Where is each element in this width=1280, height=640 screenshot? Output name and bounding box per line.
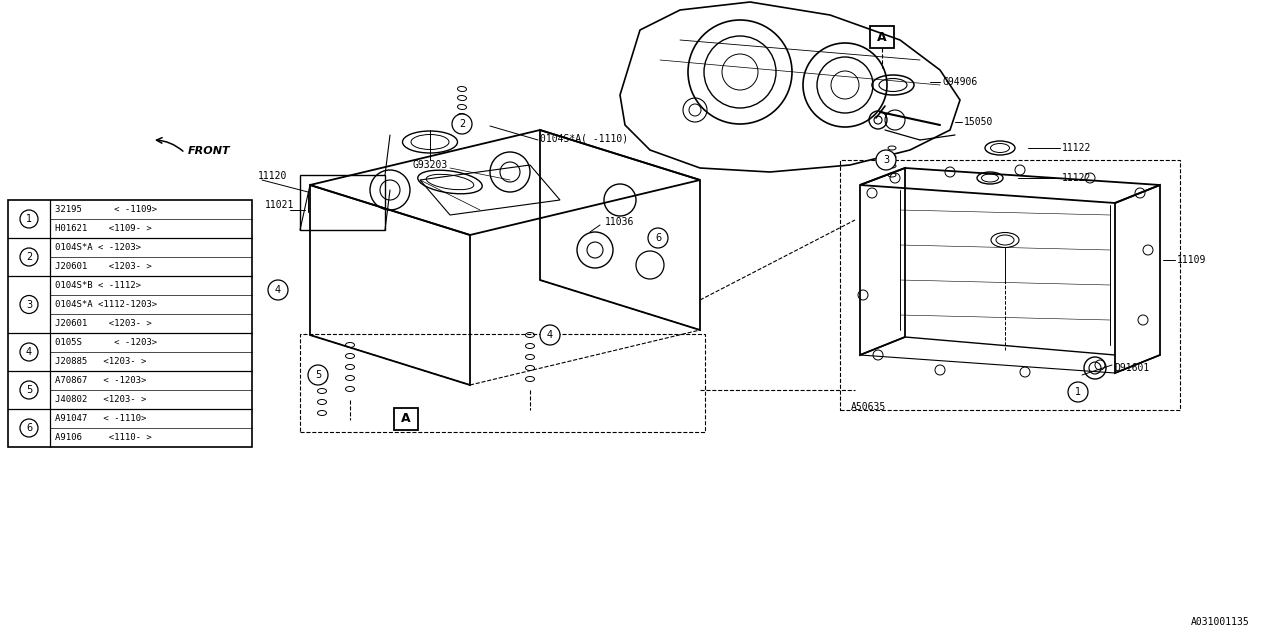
Text: 4: 4 (26, 347, 32, 357)
Text: 4: 4 (275, 285, 282, 295)
Text: H01621    <1109- >: H01621 <1109- > (55, 224, 152, 233)
Text: A031001135: A031001135 (1192, 617, 1251, 627)
Circle shape (20, 210, 38, 228)
Bar (300, 175, 385, 230)
Text: 6: 6 (655, 233, 660, 243)
Circle shape (20, 296, 38, 314)
Text: G94906: G94906 (942, 77, 977, 87)
Bar (840, 160, 1180, 410)
Text: 1: 1 (26, 214, 32, 224)
Circle shape (20, 381, 38, 399)
Circle shape (540, 325, 561, 345)
Text: A9106     <1110- >: A9106 <1110- > (55, 433, 152, 442)
Circle shape (268, 280, 288, 300)
Text: 6: 6 (26, 423, 32, 433)
Text: J40802   <1203- >: J40802 <1203- > (55, 395, 146, 404)
Text: 4: 4 (547, 330, 553, 340)
Text: 0104S*B < -1112>: 0104S*B < -1112> (55, 281, 141, 290)
Circle shape (1068, 382, 1088, 402)
Text: A70867   < -1203>: A70867 < -1203> (55, 376, 146, 385)
Bar (394, 408, 419, 430)
Text: 32195      < -1109>: 32195 < -1109> (55, 205, 157, 214)
Text: A: A (401, 413, 411, 426)
Text: 0105S      < -1203>: 0105S < -1203> (55, 338, 157, 347)
Text: A50635: A50635 (850, 402, 886, 412)
Text: 3: 3 (26, 300, 32, 310)
Text: 11122: 11122 (1062, 143, 1092, 153)
Circle shape (452, 114, 472, 134)
Text: 11109: 11109 (1178, 255, 1206, 265)
Text: 11120: 11120 (259, 171, 288, 181)
Text: 11036: 11036 (605, 217, 635, 227)
Circle shape (648, 228, 668, 248)
Text: A: A (877, 31, 887, 44)
Text: FRONT: FRONT (188, 146, 230, 156)
Text: 0104S*A < -1203>: 0104S*A < -1203> (55, 243, 141, 252)
Bar (870, 26, 893, 48)
Text: 11122: 11122 (1062, 173, 1092, 183)
Text: 5: 5 (26, 385, 32, 395)
Text: D91601: D91601 (1114, 363, 1149, 373)
Bar (8, 200, 252, 447)
Circle shape (20, 248, 38, 266)
Text: 5: 5 (315, 370, 321, 380)
Text: 2: 2 (26, 252, 32, 262)
Text: 3: 3 (883, 155, 890, 165)
Text: A91047   < -1110>: A91047 < -1110> (55, 414, 146, 423)
Text: 1: 1 (1075, 387, 1082, 397)
Text: 11021: 11021 (265, 200, 294, 210)
Circle shape (876, 150, 896, 170)
Text: G93203: G93203 (412, 160, 447, 170)
Circle shape (308, 365, 328, 385)
Text: 0104S*A <1112-1203>: 0104S*A <1112-1203> (55, 300, 157, 309)
Text: 15050: 15050 (964, 117, 993, 127)
Circle shape (20, 343, 38, 361)
Text: J20601    <1203- >: J20601 <1203- > (55, 262, 152, 271)
Text: J20601    <1203- >: J20601 <1203- > (55, 319, 152, 328)
Circle shape (20, 419, 38, 437)
Text: 2: 2 (458, 119, 465, 129)
Text: J20885   <1203- >: J20885 <1203- > (55, 357, 146, 366)
Text: 0104S*A( -1110): 0104S*A( -1110) (540, 133, 628, 143)
Bar (300, 334, 705, 432)
